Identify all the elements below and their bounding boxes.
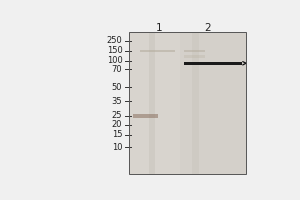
Text: 100: 100 — [106, 56, 122, 65]
Text: 250: 250 — [106, 36, 122, 45]
Bar — [181, 32, 246, 174]
Bar — [140, 50, 175, 52]
Text: 25: 25 — [112, 111, 122, 120]
Bar — [133, 114, 158, 118]
Bar — [129, 32, 181, 174]
Text: 1: 1 — [156, 23, 163, 33]
Bar — [149, 32, 155, 174]
Text: 70: 70 — [112, 65, 122, 74]
Text: 35: 35 — [112, 97, 122, 106]
Bar — [184, 55, 205, 58]
Bar — [192, 32, 199, 174]
Bar — [184, 50, 205, 52]
Text: 10: 10 — [112, 143, 122, 152]
Text: 15: 15 — [112, 130, 122, 139]
Text: 150: 150 — [106, 46, 122, 55]
Bar — [184, 62, 242, 65]
Text: 20: 20 — [112, 120, 122, 129]
Text: 2: 2 — [204, 23, 211, 33]
Bar — [129, 32, 246, 174]
Text: 50: 50 — [112, 83, 122, 92]
